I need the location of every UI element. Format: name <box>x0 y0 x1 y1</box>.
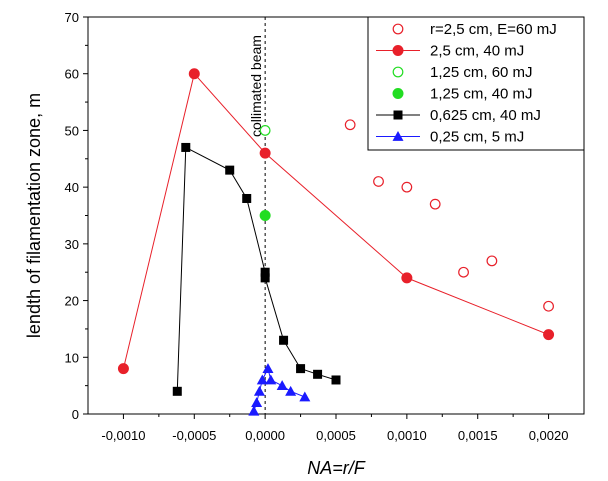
data-point <box>262 363 274 374</box>
y-tick-label: 60 <box>65 67 79 82</box>
data-point <box>259 125 271 136</box>
data-point <box>225 165 235 175</box>
data-point <box>344 119 356 131</box>
series-0 <box>344 119 554 312</box>
y-tick-label: 0 <box>72 407 79 422</box>
x-tick-labels: -0,0010 -0,0005 0,0000 0,0005 0,0010 0,0015 0,… <box>101 428 568 443</box>
legend-label: 1,25 cm, 60 mJ <box>430 64 533 81</box>
series-4 <box>172 142 341 396</box>
legend-box <box>367 16 585 151</box>
data-point <box>313 369 323 379</box>
data-point <box>486 255 498 267</box>
legend-marker <box>392 131 404 141</box>
x-tick-label: 0,0005 <box>316 428 356 443</box>
data-point <box>401 181 413 193</box>
series-2 <box>259 125 271 136</box>
legend-marker <box>392 66 404 78</box>
data-point <box>253 385 265 396</box>
series-layer <box>117 68 555 416</box>
data-point <box>256 374 268 385</box>
x-tick-label: 0,0000 <box>245 428 285 443</box>
x-tick-label: 0,0020 <box>529 428 569 443</box>
legend-label: 2,5 cm, 40 mJ <box>430 43 524 60</box>
data-point <box>265 374 277 385</box>
data-point <box>117 363 129 375</box>
data-point <box>543 300 554 312</box>
legend-marker <box>393 110 403 120</box>
data-point <box>458 266 469 278</box>
axis-ticks <box>83 16 550 419</box>
legend-label: r=2,5 cm, E=60 mJ <box>430 21 557 38</box>
legend-label: 1,25 cm, 40 mJ <box>430 86 533 103</box>
data-point <box>259 147 271 159</box>
legend-label: 0,25 cm, 5 mJ <box>430 129 524 146</box>
x-tick-label: 0,0010 <box>387 428 427 443</box>
data-point <box>373 176 384 187</box>
series-3 <box>259 210 271 221</box>
collimated-beam-label: collimated beam <box>248 35 264 137</box>
data-point <box>279 335 289 345</box>
data-point <box>248 405 260 416</box>
data-point <box>242 193 252 203</box>
x-tick-label: -0,0010 <box>101 428 145 443</box>
data-point <box>331 375 341 385</box>
data-point <box>188 68 200 80</box>
data-point <box>260 273 270 283</box>
data-point <box>401 272 413 284</box>
data-point <box>429 198 441 210</box>
series-1 <box>117 68 555 375</box>
y-axis-title: lendth of filamentation zone, m <box>24 93 44 338</box>
data-point <box>172 386 182 396</box>
data-point <box>259 210 271 221</box>
legend-label: 0,625 cm, 40 mJ <box>430 107 541 124</box>
data-point <box>260 267 270 277</box>
x-tick-label: 0,0015 <box>458 428 498 443</box>
y-tick-labels: 0 10 20 30 40 50 60 70 <box>65 10 79 422</box>
series-line <box>176 146 337 392</box>
data-point <box>299 391 311 402</box>
legend-marker <box>392 23 404 35</box>
y-tick-label: 50 <box>65 123 79 138</box>
data-point <box>543 329 555 341</box>
legend-marker <box>392 45 404 56</box>
data-point <box>276 380 288 391</box>
x-tick-label: -0,0005 <box>172 428 216 443</box>
x-axis-title: NA=r/F <box>307 458 366 478</box>
y-tick-label: 20 <box>65 294 79 309</box>
data-point <box>181 142 191 152</box>
y-tick-label: 40 <box>65 180 79 195</box>
data-point <box>285 385 297 396</box>
y-tick-label: 10 <box>65 350 79 365</box>
legend-marker <box>392 88 404 99</box>
y-tick-label: 70 <box>65 10 79 25</box>
data-point <box>296 364 306 374</box>
data-point <box>251 397 263 408</box>
y-tick-label: 30 <box>65 237 79 252</box>
series-5 <box>248 363 311 416</box>
legend: r=2,5 cm, E=60 mJ 2,5 cm, 40 mJ 1,25 cm, 6… <box>367 16 585 151</box>
